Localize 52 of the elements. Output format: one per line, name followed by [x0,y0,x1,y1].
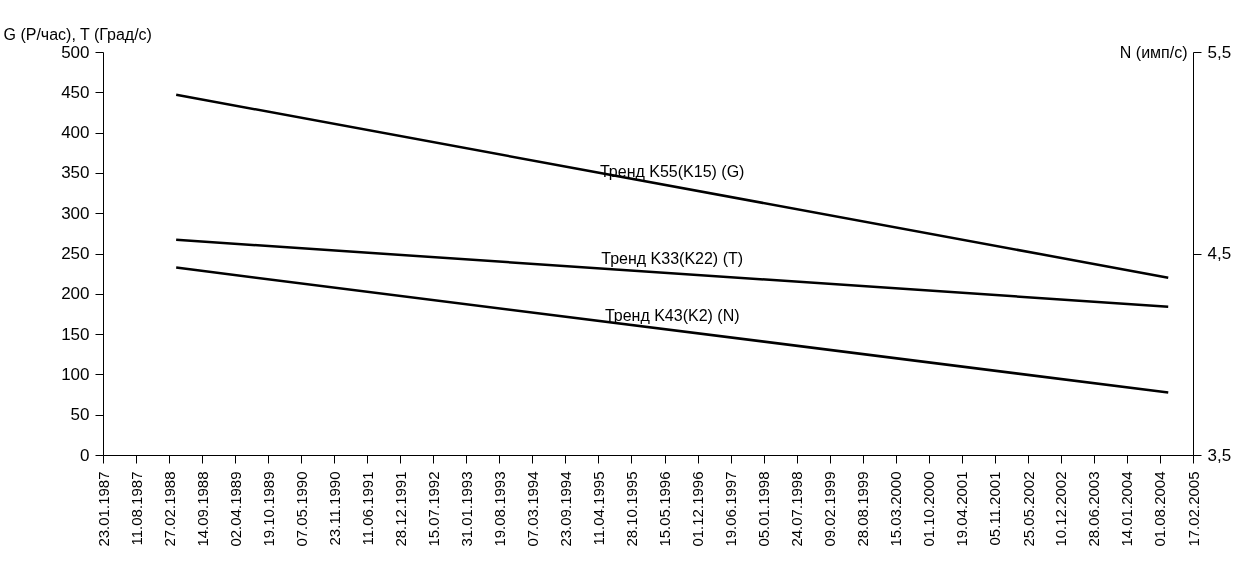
x-tick-label: 05.11.2001 [986,471,1004,546]
x-tick-label: 25.05.2002 [1019,471,1037,547]
x-tick-label: 01.12.1996 [689,471,707,547]
x-tick-label: 11.08.1987 [127,471,145,546]
x-tick-label: 11.04.1995 [589,471,607,546]
x-tick-label: 07.03.1994 [523,471,541,547]
x-tick-label: 27.02.1988 [160,471,178,547]
x-tick-label: 01.10.2000 [920,471,938,547]
x-tick-label: 19.06.1997 [722,471,740,547]
y2-axis-title: N (имп/с) [1119,43,1188,61]
x-tick-label: 07.05.1990 [292,471,310,547]
y-tick-label: 250 [61,244,90,263]
x-tick-label: 14.09.1988 [193,471,211,547]
x-tick-label: 15.07.1992 [424,471,442,547]
y-tick-label: 400 [61,123,90,143]
x-tick-label: 31.01.1993 [457,471,475,547]
x-tick-label: 28.08.1999 [854,471,872,547]
x-tick-label: 23.09.1994 [556,471,574,547]
y-tick-label: 0 [80,445,90,465]
x-tick-label: 19.10.1989 [259,471,277,547]
x-tick-label: 10.12.2002 [1052,471,1070,547]
y-tick-label: 200 [61,284,90,304]
x-tick-label: 28.10.1995 [622,471,640,547]
x-tick-label: 19.04.2001 [953,471,971,547]
x-tick-label: 17.02.2005 [1184,471,1202,547]
y-tick-label: 50 [70,405,90,425]
x-tick-label: 05.01.1998 [755,471,773,547]
y-tick-label: 150 [61,324,90,344]
y-tick-label: 100 [61,364,90,384]
x-tick-label: 24.07.1998 [788,471,806,547]
x-tick-label: 28.06.2003 [1085,471,1103,547]
y-axis-title: G (Р/час), T (Град/с) [3,25,152,43]
x-tick-label: 14.01.2004 [1118,471,1136,547]
x-tick-label: 28.12.1991 [391,471,409,547]
x-tick-label: 02.04.1989 [226,471,244,547]
y-tick-label: 300 [61,203,90,223]
x-tick-label: 23.01.1987 [94,471,112,547]
x-tick-label: 11.06.1991 [358,471,376,546]
x-tick-label: 09.02.1999 [821,471,839,547]
y2-tick-label: 4,5 [1207,244,1232,263]
x-tick-label: 01.08.2004 [1151,471,1169,547]
y2-tick-label: 3,5 [1207,445,1232,465]
y2-tick-label: 5,5 [1207,42,1232,62]
series-label: Тренд K43(K2) (N) [604,307,740,325]
x-tick-label: 15.03.2000 [887,471,905,547]
y-tick-label: 450 [61,82,90,102]
x-tick-label: 19.08.1993 [490,471,508,547]
x-tick-label: 23.11.1990 [325,471,343,546]
x-tick-label: 15.05.1996 [656,471,674,547]
y-tick-label: 500 [61,42,90,62]
y-tick-label: 350 [61,163,90,183]
series-label: Тренд K33(K22) (T) [601,250,744,268]
